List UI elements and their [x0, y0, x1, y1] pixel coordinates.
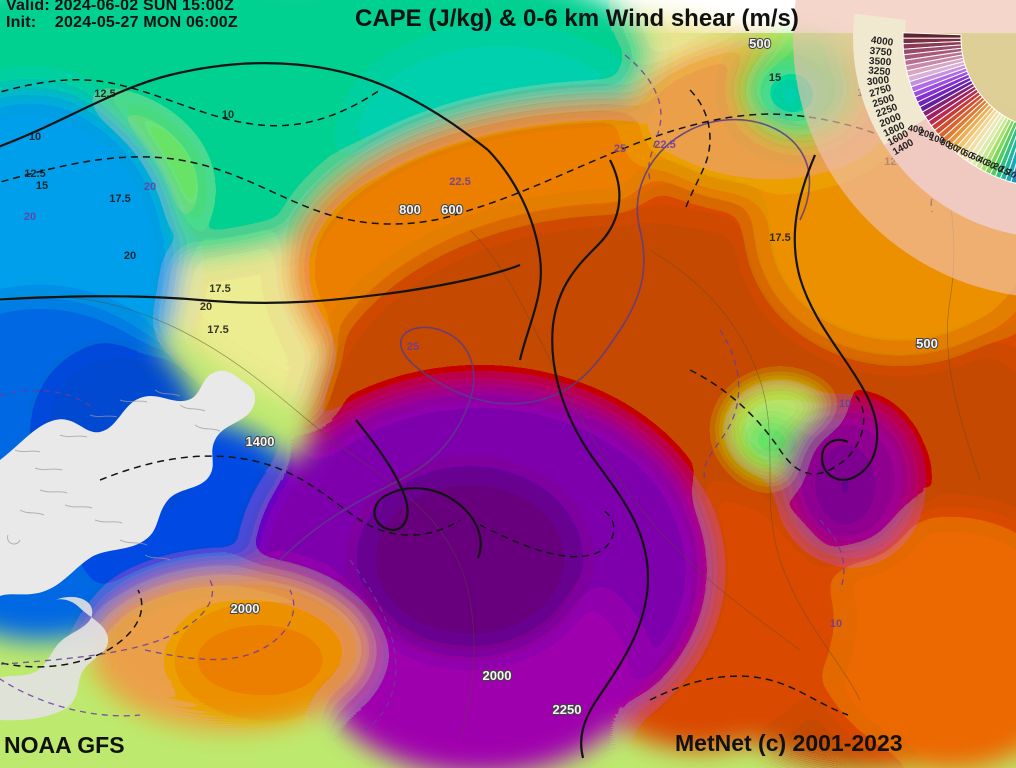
svg-text:20: 20: [144, 181, 156, 193]
svg-text:2000: 2000: [231, 601, 260, 616]
svg-text:17.5: 17.5: [769, 232, 790, 244]
svg-text:10: 10: [830, 618, 842, 630]
svg-text:2000: 2000: [483, 668, 512, 683]
svg-text:20: 20: [124, 250, 136, 262]
svg-text:12.5: 12.5: [24, 168, 45, 180]
svg-text:1400: 1400: [246, 434, 275, 449]
svg-text:800: 800: [399, 202, 421, 217]
svg-text:15: 15: [769, 72, 781, 84]
svg-text:20: 20: [200, 301, 212, 313]
svg-text:500: 500: [916, 336, 938, 351]
svg-text:22.5: 22.5: [449, 176, 470, 188]
svg-text:12.5: 12.5: [94, 88, 115, 100]
svg-text:600: 600: [441, 202, 463, 217]
svg-text:10: 10: [839, 398, 851, 410]
svg-text:20: 20: [24, 211, 36, 223]
svg-text:17.5: 17.5: [207, 324, 228, 336]
svg-text:17.5: 17.5: [209, 283, 230, 295]
svg-text:10: 10: [222, 109, 234, 121]
svg-text:25: 25: [407, 341, 419, 353]
svg-text:25: 25: [614, 143, 626, 155]
svg-text:17.5: 17.5: [109, 193, 130, 205]
svg-text:500: 500: [749, 36, 771, 51]
svg-text:22.5: 22.5: [654, 139, 675, 151]
svg-text:10: 10: [29, 131, 41, 143]
svg-text:15: 15: [36, 180, 48, 192]
svg-text:2250: 2250: [553, 702, 582, 717]
